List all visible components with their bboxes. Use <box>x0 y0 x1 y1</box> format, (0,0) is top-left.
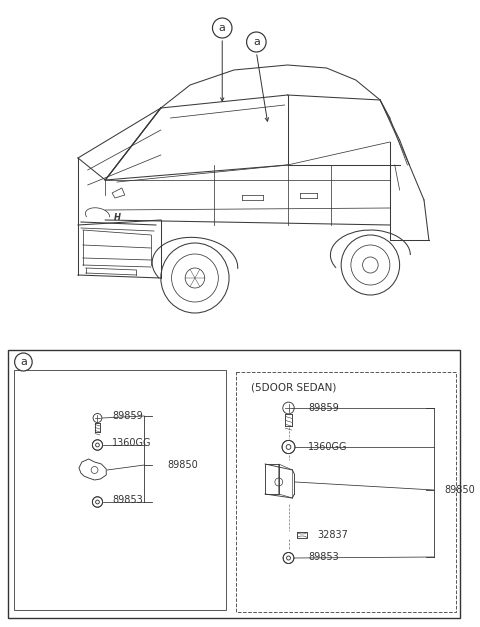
Text: a: a <box>253 37 260 47</box>
Text: H: H <box>113 214 120 223</box>
Text: 1360GG: 1360GG <box>112 438 152 448</box>
Text: 89859: 89859 <box>308 403 339 413</box>
Text: 89853: 89853 <box>308 552 339 562</box>
Text: 89853: 89853 <box>112 495 143 505</box>
Circle shape <box>14 353 32 371</box>
Text: a: a <box>219 23 226 33</box>
Text: 89850: 89850 <box>444 485 475 495</box>
Circle shape <box>247 32 266 52</box>
Text: 89850: 89850 <box>168 460 198 470</box>
Bar <box>13 370 226 610</box>
Circle shape <box>213 18 232 38</box>
Bar <box>8 350 460 618</box>
Bar <box>236 372 456 612</box>
Text: 1360GG: 1360GG <box>308 442 348 452</box>
Text: 89859: 89859 <box>112 411 143 421</box>
Bar <box>265 464 279 494</box>
Text: a: a <box>20 357 27 367</box>
Text: 32837: 32837 <box>318 530 348 540</box>
Text: (5DOOR SEDAN): (5DOOR SEDAN) <box>252 382 337 392</box>
Bar <box>297 532 307 538</box>
